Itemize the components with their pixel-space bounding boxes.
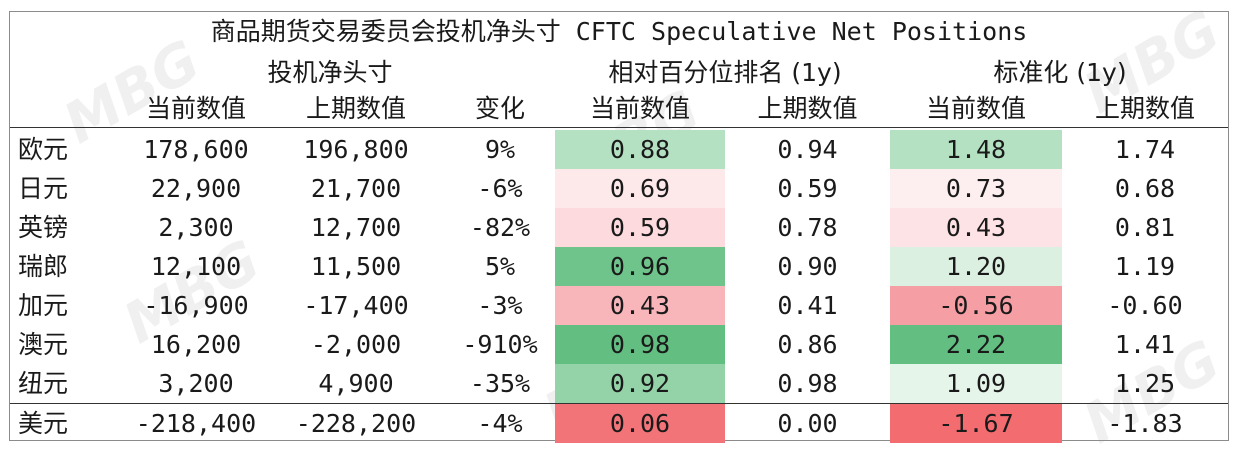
- change-value: 9%: [484, 135, 516, 164]
- net-previous-value: 4,900: [318, 369, 394, 398]
- net-previous-value: 196,800: [303, 135, 409, 164]
- percentile-current-value: 0.88: [555, 130, 725, 169]
- change-value: -82%: [469, 213, 531, 242]
- percentile-current-value: 0.98: [555, 325, 725, 364]
- percentile-previous-value: 0.59: [777, 174, 838, 203]
- net-current-value: 16,200: [150, 330, 242, 359]
- table-row: 欧元 178,600 196,800 9% 0.88 0.94 1.48 1.74: [10, 130, 1228, 169]
- net-previous-value: 12,700: [310, 213, 402, 242]
- currency-name: 纽元: [18, 369, 69, 398]
- group-header-net: 投机净头寸: [267, 58, 393, 87]
- standardized-previous-value: 0.68: [1114, 174, 1176, 203]
- standardized-previous-value: -0.60: [1107, 291, 1183, 320]
- percentile-current-value: 0.69: [555, 169, 725, 208]
- percentile-previous-value: 0.94: [777, 135, 838, 164]
- table-title: 商品期货交易委员会投机净头寸 CFTC Speculative Net Posi…: [210, 17, 1028, 46]
- net-current-value: 12,100: [150, 252, 242, 281]
- change-value: -6%: [477, 174, 523, 203]
- change-value: 5%: [484, 252, 516, 281]
- standardized-current-value: 1.48: [890, 130, 1062, 169]
- standardized-previous-value: -1.83: [1107, 409, 1183, 438]
- table-row: 美元 -218,400 -228,200 -4% 0.06 0.00 -1.67 -1.83: [10, 404, 1228, 443]
- net-previous-value: 11,500: [310, 252, 402, 281]
- standardized-previous-value: 0.81: [1114, 213, 1176, 242]
- currency-name: 美元: [18, 409, 69, 438]
- percentile-current-value: 0.96: [555, 247, 725, 286]
- net-current-value: 2,300: [158, 213, 234, 242]
- currency-name: 加元: [18, 291, 69, 320]
- currency-name: 日元: [18, 174, 69, 203]
- standardized-current-value: 0.73: [890, 169, 1062, 208]
- percentile-current-value: 0.92: [555, 364, 725, 403]
- net-previous-value: 21,700: [310, 174, 402, 203]
- change-value: -35%: [469, 369, 531, 398]
- col-header-pct-current: 当前数值: [589, 94, 690, 123]
- change-value: -910%: [462, 330, 538, 359]
- table-row: 瑞郎 12,100 11,500 5% 0.96 0.90 1.20 1.19: [10, 247, 1228, 286]
- currency-name: 澳元: [18, 330, 69, 359]
- change-value: -4%: [477, 409, 523, 438]
- net-current-value: 22,900: [150, 174, 242, 203]
- change-value: -3%: [477, 291, 523, 320]
- col-header-net-previous: 上期数值: [305, 94, 406, 123]
- group-header-standardized: 标准化 (1y): [993, 58, 1127, 87]
- usd-divider: [10, 403, 1228, 404]
- standardized-previous-value: 1.74: [1114, 135, 1176, 164]
- net-previous-value: -17,400: [303, 291, 409, 320]
- standardized-previous-value: 1.41: [1114, 330, 1176, 359]
- percentile-previous-value: 0.98: [777, 369, 838, 398]
- table-row: 加元 -16,900 -17,400 -3% 0.43 0.41 -0.56 -0.60: [10, 286, 1228, 325]
- table-row: 澳元 16,200 -2,000 -910% 0.98 0.86 2.22 1.41: [10, 325, 1228, 364]
- col-header-net-current: 当前数值: [145, 94, 246, 123]
- net-current-value: 178,600: [143, 135, 249, 164]
- currency-name: 瑞郎: [18, 252, 69, 281]
- col-header-std-previous: 上期数值: [1094, 94, 1195, 123]
- net-previous-value: -228,200: [295, 409, 417, 438]
- header-divider: [10, 127, 1228, 128]
- col-header-std-current: 当前数值: [925, 94, 1026, 123]
- standardized-current-value: 1.09: [890, 364, 1062, 403]
- percentile-previous-value: 0.41: [777, 291, 838, 320]
- col-header-pct-previous: 上期数值: [757, 94, 858, 123]
- percentile-current-value: 0.43: [555, 286, 725, 325]
- standardized-previous-value: 1.19: [1114, 252, 1176, 281]
- currency-name: 欧元: [18, 135, 69, 164]
- standardized-previous-value: 1.25: [1114, 369, 1176, 398]
- table-row: 英镑 2,300 12,700 -82% 0.59 0.78 0.43 0.81: [10, 208, 1228, 247]
- percentile-previous-value: 0.00: [777, 409, 838, 438]
- net-previous-value: -2,000: [310, 330, 402, 359]
- table-row: 纽元 3,200 4,900 -35% 0.92 0.98 1.09 1.25: [10, 364, 1228, 403]
- percentile-previous-value: 0.90: [777, 252, 838, 281]
- percentile-current-value: 0.06: [555, 404, 725, 443]
- percentile-current-value: 0.59: [555, 208, 725, 247]
- percentile-previous-value: 0.86: [777, 330, 838, 359]
- percentile-previous-value: 0.78: [777, 213, 838, 242]
- table-row: 日元 22,900 21,700 -6% 0.69 0.59 0.73 0.68: [10, 169, 1228, 208]
- standardized-current-value: 0.43: [890, 208, 1062, 247]
- standardized-current-value: -0.56: [890, 286, 1062, 325]
- currency-name: 英镑: [18, 213, 69, 242]
- col-header-change: 变化: [474, 94, 525, 123]
- net-current-value: -218,400: [135, 409, 257, 438]
- standardized-current-value: -1.67: [890, 404, 1062, 443]
- standardized-current-value: 2.22: [890, 325, 1062, 364]
- standardized-current-value: 1.20: [890, 247, 1062, 286]
- net-current-value: -16,900: [143, 291, 249, 320]
- group-header-percentile: 相对百分位排名 (1y): [608, 58, 842, 87]
- net-current-value: 3,200: [158, 369, 234, 398]
